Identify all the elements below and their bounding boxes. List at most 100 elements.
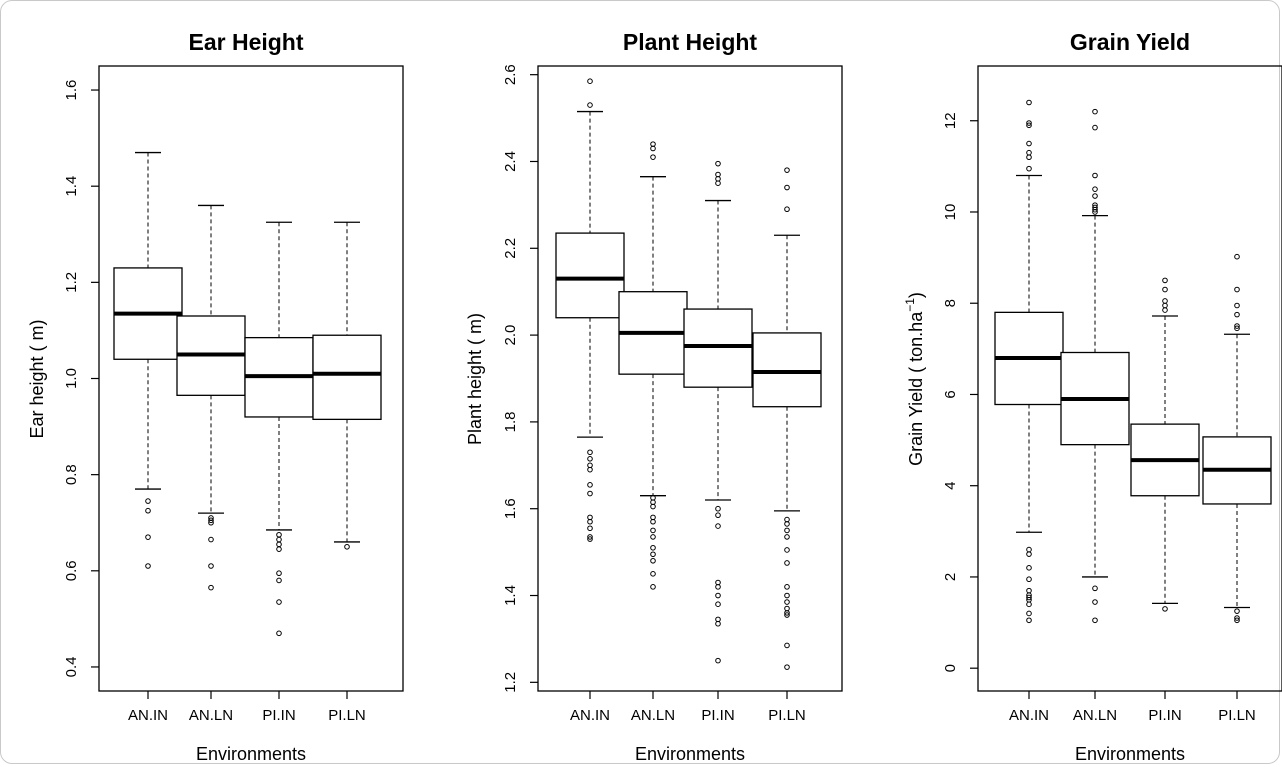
outlier-point: [715, 620, 721, 627]
plot-area: [537, 65, 843, 692]
plot-area: [977, 65, 1282, 692]
outlier-point: [715, 601, 721, 607]
y-tick-label: 1.2: [502, 672, 519, 693]
x-tick-label: AN.LN: [189, 707, 233, 724]
box-an-in: [113, 151, 183, 569]
y-axis-label: Ear height ( m): [27, 319, 47, 438]
y-tick-label: 10: [942, 204, 959, 221]
y-tick-label: 12: [942, 112, 959, 129]
y-tick-label: 1.4: [502, 585, 519, 606]
outlier-point: [587, 490, 593, 497]
outlier-point: [1092, 124, 1098, 131]
iqr-box: [312, 334, 382, 421]
outlier-point: [784, 560, 790, 566]
y-axis-label-superscript: −1: [903, 298, 917, 312]
outlier-point: [784, 184, 790, 191]
outlier-point: [784, 610, 790, 616]
outlier-point: [1092, 585, 1098, 592]
outlier-point: [276, 546, 282, 552]
outlier-point: [1092, 172, 1098, 179]
outlier-point: [1026, 565, 1032, 571]
box-pi-ln: [752, 167, 822, 670]
boxes: [994, 99, 1272, 624]
boxes: [113, 151, 382, 637]
outlier-point: [650, 527, 656, 534]
x-tick-label: PI.IN: [262, 707, 295, 724]
outlier-point: [784, 599, 790, 605]
outlier-point: [276, 630, 282, 637]
outlier-point: [1234, 615, 1240, 621]
box-pi-in: [244, 221, 314, 637]
outlier-point: [276, 577, 282, 584]
outlier-point: [587, 534, 593, 540]
box-pi-in: [1130, 277, 1200, 612]
outlier-point: [650, 557, 656, 564]
outlier-point: [1092, 186, 1098, 192]
outlier-point: [784, 584, 790, 590]
outlier-point: [276, 541, 282, 548]
outlier-point: [1026, 601, 1032, 608]
outlier-point: [784, 664, 790, 670]
outlier-point: [208, 519, 214, 526]
box-pi-in: [683, 160, 753, 664]
panel-plant-height: Plant Height 1.2 1.4 1.6 1.8 2.0 2.2 2.4 2.6 AN…: [465, 29, 843, 764]
y-axis: 1.2 1.4 1.6 1.8 2.0 2.2 2.4 2.6: [502, 64, 538, 693]
x-tick-label: PI.IN: [701, 707, 734, 724]
outlier-point: [344, 543, 350, 550]
outlier-point: [587, 78, 593, 84]
y-tick-label: 2: [942, 573, 959, 581]
x-tick-label: AN.LN: [631, 707, 675, 724]
x-tick-label: AN.IN: [128, 707, 168, 724]
outlier-point: [1026, 594, 1032, 601]
y-tick-label: 2.0: [502, 325, 519, 346]
outlier-point: [715, 180, 721, 186]
x-axis: AN.IN AN.LN PI.IN PI.LN: [1009, 691, 1256, 724]
outlier-point: [650, 145, 656, 152]
x-tick-label: AN.IN: [570, 707, 610, 724]
outlier-point: [587, 449, 593, 456]
outlier-point: [145, 563, 151, 569]
x-tick-label: PI.LN: [768, 707, 806, 724]
panel-title: Ear Height: [188, 29, 303, 55]
y-tick-label: 2.4: [502, 151, 519, 172]
outlier-point: [715, 523, 721, 529]
y-axis-label: Plant height ( m): [465, 313, 485, 445]
outlier-point: [1026, 546, 1032, 553]
outlier-point: [1234, 617, 1240, 624]
y-tick-label: 1.2: [63, 272, 80, 293]
outlier-point: [650, 544, 656, 551]
outlier-point: [208, 536, 214, 543]
outlier-point: [715, 657, 721, 664]
outlier-point: [1092, 193, 1098, 199]
outlier-point: [784, 612, 790, 618]
outlier-point: [650, 154, 656, 160]
outlier-point: [276, 536, 282, 543]
y-tick-label: 6: [942, 390, 959, 398]
outlier-point: [1234, 302, 1240, 309]
panel-ear-height: Ear Height 0.40.60.81.01.21.41.6 AN.IN AN…: [27, 29, 404, 764]
outlier-point: [276, 531, 282, 538]
outlier-point: [784, 592, 790, 599]
outlier-point: [587, 536, 593, 542]
outlier-point: [1026, 140, 1032, 147]
box-an-ln: [1060, 108, 1130, 624]
outlier-point: [145, 534, 151, 540]
outlier-point: [650, 518, 656, 525]
x-axis: AN.IN AN.LN PI.IN PI.LN: [128, 691, 366, 724]
box-pi-ln: [312, 221, 382, 550]
y-tick-label: 0.8: [63, 464, 80, 485]
y-tick-label: 0.6: [63, 560, 80, 581]
outlier-point: [1162, 606, 1168, 612]
outlier-point: [715, 160, 721, 167]
outlier-point: [1026, 551, 1032, 557]
x-tick-label: PI.IN: [1148, 707, 1181, 724]
outlier-point: [715, 505, 721, 512]
iqr-box: [752, 332, 822, 408]
outlier-point: [1092, 599, 1098, 605]
y-tick-label: 8: [942, 299, 959, 307]
outlier-point: [1092, 209, 1098, 215]
outlier-point: [1026, 617, 1032, 624]
outlier-point: [650, 584, 656, 590]
outlier-point: [208, 563, 214, 569]
